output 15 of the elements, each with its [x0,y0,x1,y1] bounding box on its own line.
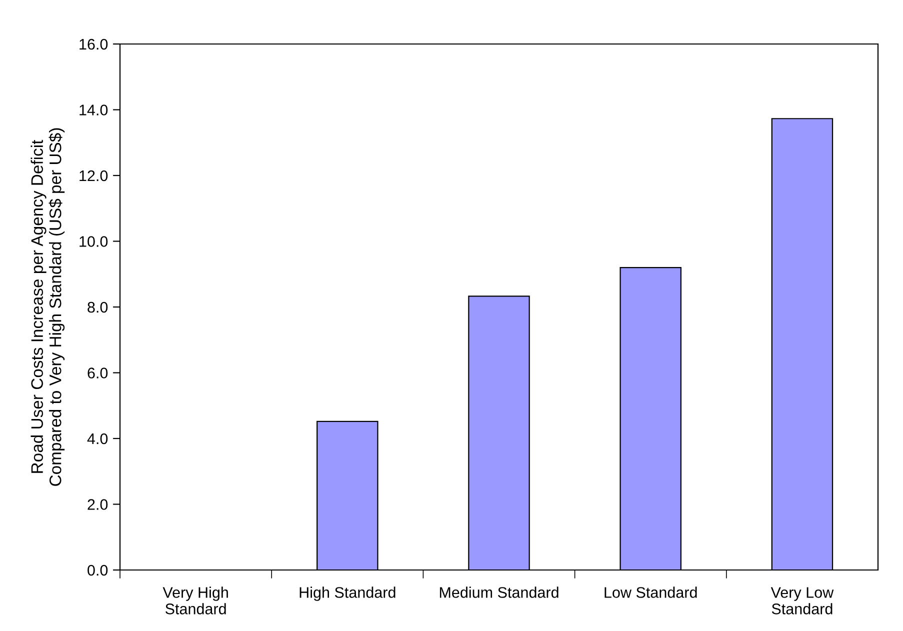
y-tick-label: 0.0 [88,564,108,576]
x-tick-label: Very Low Standard [770,587,834,614]
y-tick-label: 8.0 [88,302,108,313]
y-tick-label: 6.0 [88,368,108,378]
y-tick-label: 12.0 [80,170,108,182]
x-tick-label: High Standard [300,586,396,601]
x-tick-label: Very High Standard [162,586,228,614]
x-tick-label: Medium Standard [440,586,558,598]
y-tick-label: 16.0 [80,38,108,50]
y-tick-label: 4.0 [87,433,108,444]
x-tick-label: Low Standard [604,586,697,598]
y-tick-label: 14.0 [80,104,108,116]
y-tick-label: 2.0 [88,499,108,510]
y-tick-label: 10.0 [80,236,108,247]
y-axis-title: Road User Costs Increase per Agency Deficit Compared to Very High Standard (US$ per US$) [30,128,65,486]
